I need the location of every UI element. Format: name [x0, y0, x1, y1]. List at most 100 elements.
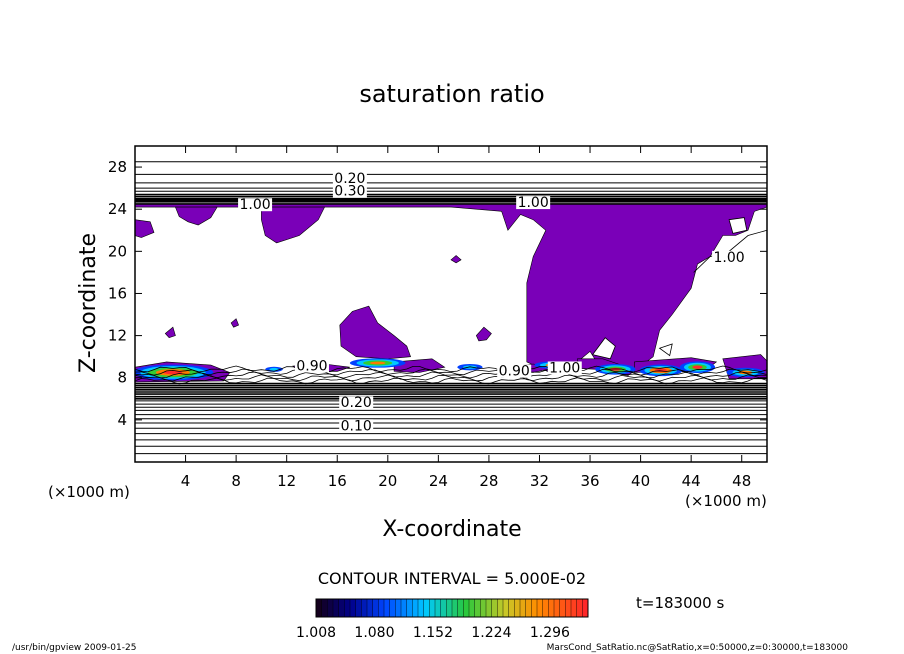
- x-tick-label: 16: [328, 472, 347, 490]
- unsaturated-pocket: [728, 217, 748, 234]
- colorbar-cell: [463, 598, 470, 618]
- x-unit-right: (×1000 m): [685, 492, 767, 510]
- colorbar-cell: [406, 598, 413, 618]
- colorbar-cell: [355, 598, 362, 618]
- contour-label-bg: [294, 359, 329, 373]
- colorbar-cell: [576, 598, 583, 618]
- supersat-region: [261, 206, 326, 244]
- saturation-core: [369, 361, 386, 365]
- contour-label-bg: [332, 171, 367, 185]
- unsaturated-pocket: [658, 343, 673, 357]
- colorbar-cell: [559, 598, 566, 618]
- colorbar-cell: [451, 598, 459, 618]
- colorbar-cell: [366, 598, 374, 618]
- x-tick-label: 40: [631, 472, 650, 490]
- supersat-region: [475, 326, 492, 342]
- contour-label-bg: [712, 250, 747, 264]
- x-tick-label: 12: [277, 472, 296, 490]
- colorbar-cell: [434, 598, 442, 618]
- supersat-region: [450, 255, 462, 264]
- supersat-region: [174, 206, 218, 226]
- colorbar-cell: [417, 598, 425, 618]
- colorbar-cell: [468, 598, 476, 618]
- colorbar: [315, 598, 589, 618]
- supersat-region: [164, 326, 176, 339]
- y-tick-label: 4: [117, 411, 127, 429]
- colorbar-tick-label: 1.152: [413, 625, 453, 641]
- colorbar-tick-label: 1.224: [471, 625, 511, 641]
- colorbar-cell: [536, 598, 544, 618]
- x-tick-label: 8: [231, 472, 241, 490]
- y-tick-label: 8: [117, 369, 127, 387]
- colorbar-cell: [480, 598, 487, 618]
- contour-label-bg: [339, 396, 374, 410]
- x-axis: 4 8 12 16 20 24 28 32 36 40 44 48: [181, 146, 751, 490]
- plot-area: 0.200.301.00 1.001.000.90 0.90 1.000.200.10: [134, 145, 768, 463]
- x-tick-label: 44: [682, 472, 701, 490]
- contour-label-bg: [547, 361, 582, 375]
- contour-label: 0.10: [341, 418, 372, 434]
- contour-line: [135, 368, 767, 376]
- contour-label-bg: [332, 184, 367, 198]
- colorbar-cell: [542, 598, 549, 618]
- contour-label: 1.00: [239, 197, 270, 213]
- colorbar-cell: [412, 598, 419, 618]
- colorbar-cell: [361, 598, 368, 618]
- supersat-region: [135, 219, 155, 238]
- contour-label: 0.20: [341, 395, 372, 411]
- supersat-region: [135, 203, 767, 376]
- contour-label: 1.00: [713, 250, 744, 266]
- colorbar-cell: [400, 598, 408, 618]
- y-tick-label: 20: [108, 242, 127, 260]
- contour-label-bg: [339, 419, 374, 433]
- x-tick-label: 36: [580, 472, 599, 490]
- contour-label: 1.00: [549, 360, 580, 376]
- contour-interval: CONTOUR INTERVAL = 5.000E-02: [318, 569, 586, 588]
- contour-line: [135, 377, 767, 385]
- colorbar-cell: [497, 598, 504, 618]
- colorbar-cell: [514, 598, 521, 618]
- y-tick-label: 16: [108, 284, 127, 302]
- x-tick-label: 48: [732, 472, 751, 490]
- colorbar-cell: [531, 598, 538, 618]
- supersat-region: [230, 318, 239, 328]
- chart-title: saturation ratio: [359, 80, 544, 108]
- colorbar-cell: [315, 598, 323, 618]
- colorbar-cell: [327, 598, 334, 618]
- contour-label-bg: [497, 364, 532, 378]
- colorbar-cell: [338, 598, 345, 618]
- saturation-core: [692, 365, 703, 369]
- y-axis: 4 8 12 16 20 24 28: [108, 158, 767, 429]
- x-tick-label: 28: [479, 472, 498, 490]
- colorbar-cell: [344, 598, 351, 618]
- colorbar-tick-label: 1.008: [296, 625, 336, 641]
- contour-line: [135, 365, 767, 373]
- colorbar-cell: [378, 598, 385, 618]
- contour-labels: 0.200.301.00 1.001.000.90 0.90 1.000.200.10: [238, 171, 747, 434]
- contour-label: 0.30: [334, 184, 365, 200]
- colorbar-cell: [565, 598, 572, 618]
- colorbar-cell: [553, 598, 561, 618]
- plot-frame: [134, 145, 768, 463]
- contour-label: 0.90: [296, 358, 327, 374]
- colorbar-cell: [429, 598, 436, 618]
- colorbar-cell: [389, 598, 396, 618]
- colorbar-cell: [446, 598, 453, 618]
- colorbar-cell: [423, 598, 430, 618]
- colorbar-cell: [372, 598, 379, 618]
- colorbar-cell: [332, 598, 340, 618]
- colorbar-cell: [440, 598, 447, 618]
- supersat-region: [339, 305, 412, 360]
- colorbar-cell: [485, 598, 493, 618]
- time-label: t=183000 s: [636, 594, 724, 612]
- saturation-core: [163, 370, 183, 375]
- colorbar-cell: [525, 598, 532, 618]
- colorbar-cell: [321, 598, 328, 618]
- colorbar-cell: [582, 598, 589, 618]
- contour-label: 0.20: [334, 171, 365, 187]
- contour-label-bg: [516, 196, 551, 210]
- colorbar-cell: [502, 598, 510, 618]
- colorbar-cell: [474, 598, 481, 618]
- colorbar-cell: [395, 598, 402, 618]
